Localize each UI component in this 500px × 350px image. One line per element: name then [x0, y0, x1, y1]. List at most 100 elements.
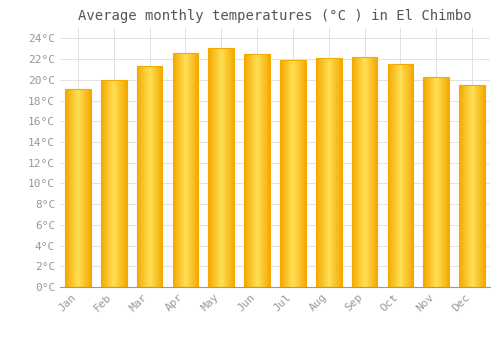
Bar	[291, 60, 292, 287]
Bar	[258, 54, 259, 287]
Bar	[352, 57, 353, 287]
Bar	[188, 53, 189, 287]
Bar	[81, 89, 82, 287]
Bar	[85, 89, 86, 287]
Bar	[468, 85, 469, 287]
Bar	[406, 64, 407, 287]
Bar	[230, 48, 231, 287]
Bar	[481, 85, 482, 287]
Bar	[280, 60, 281, 287]
Bar	[223, 48, 224, 287]
Bar	[320, 58, 321, 287]
Bar	[326, 58, 327, 287]
Bar	[409, 64, 410, 287]
Bar	[221, 48, 222, 287]
Bar	[154, 66, 156, 287]
Bar	[112, 80, 113, 287]
Bar	[209, 48, 210, 287]
Bar	[482, 85, 483, 287]
Bar	[222, 48, 223, 287]
Bar	[444, 77, 445, 287]
Bar	[471, 85, 472, 287]
Bar	[257, 54, 258, 287]
Bar	[267, 54, 268, 287]
Bar	[322, 58, 323, 287]
Bar	[333, 58, 334, 287]
Bar	[283, 60, 284, 287]
Bar	[329, 58, 330, 287]
Bar	[401, 64, 402, 287]
Bar	[82, 89, 83, 287]
Bar	[263, 54, 264, 287]
Bar	[259, 54, 260, 287]
Bar	[318, 58, 319, 287]
Bar	[335, 58, 336, 287]
Bar	[70, 89, 71, 287]
Bar	[195, 53, 196, 287]
Bar	[462, 85, 463, 287]
Bar	[285, 60, 286, 287]
Bar	[175, 53, 176, 287]
Bar	[465, 85, 466, 287]
Bar	[228, 48, 229, 287]
Bar	[461, 85, 462, 287]
Bar	[361, 57, 362, 287]
Bar	[180, 53, 181, 287]
Bar	[161, 66, 162, 287]
Bar	[78, 89, 79, 287]
Bar	[265, 54, 266, 287]
Bar	[246, 54, 247, 287]
Bar	[373, 57, 374, 287]
Bar	[231, 48, 232, 287]
Bar	[111, 80, 112, 287]
Bar	[442, 77, 443, 287]
Bar	[216, 48, 217, 287]
Bar	[147, 66, 148, 287]
Bar	[483, 85, 484, 287]
Bar	[266, 54, 267, 287]
Bar	[445, 77, 446, 287]
Bar	[69, 89, 70, 287]
Bar	[65, 89, 91, 287]
Bar	[227, 48, 228, 287]
Bar	[304, 60, 305, 287]
Bar	[269, 54, 270, 287]
Bar	[443, 77, 444, 287]
Bar	[297, 60, 298, 287]
Bar	[252, 54, 253, 287]
Bar	[369, 57, 370, 287]
Bar	[480, 85, 481, 287]
Bar	[106, 80, 107, 287]
Bar	[340, 58, 341, 287]
Bar	[187, 53, 188, 287]
Bar	[138, 66, 140, 287]
Bar	[412, 64, 413, 287]
Bar	[109, 80, 110, 287]
Bar	[184, 53, 185, 287]
Bar	[448, 77, 449, 287]
Bar	[405, 64, 406, 287]
Bar	[376, 57, 377, 287]
Bar	[179, 53, 180, 287]
Bar	[470, 85, 471, 287]
Bar	[427, 77, 428, 287]
Bar	[248, 54, 249, 287]
Bar	[213, 48, 214, 287]
Bar	[208, 48, 209, 287]
Bar	[124, 80, 125, 287]
Bar	[404, 64, 405, 287]
Bar	[474, 85, 475, 287]
Bar	[374, 57, 375, 287]
Bar	[426, 77, 427, 287]
Bar	[244, 54, 270, 287]
Bar	[392, 64, 393, 287]
Bar	[88, 89, 89, 287]
Bar	[434, 77, 435, 287]
Bar	[245, 54, 246, 287]
Bar	[159, 66, 160, 287]
Bar	[75, 89, 76, 287]
Bar	[338, 58, 339, 287]
Bar	[362, 57, 363, 287]
Bar	[372, 57, 373, 287]
Bar	[477, 85, 478, 287]
